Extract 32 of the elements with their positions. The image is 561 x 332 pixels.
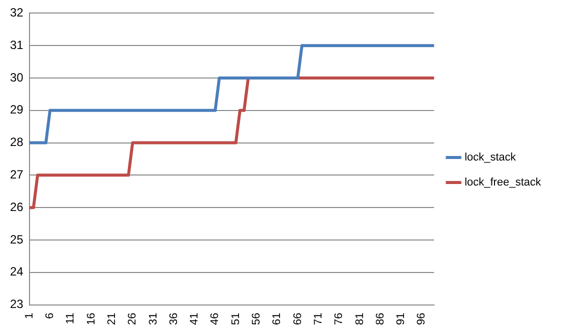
y-tick-label: 30 [10,70,24,84]
y-tick-label: 27 [10,167,24,182]
legend-label: lock_free_stack [464,176,542,189]
x-tick-label: 76 [333,312,346,326]
x-tick-label: 41 [188,312,201,326]
x-tick-label: 86 [374,312,386,326]
x-tick-label: 31 [147,312,160,326]
y-tick-label: 24 [10,264,24,279]
x-tick-label: 61 [271,312,284,326]
y-tick-label: 25 [10,232,24,246]
x-tick-label: 6 [44,312,56,319]
x-tick-label: 1 [23,312,36,319]
y-tick-label: 29 [10,102,24,117]
y-tick-label: 26 [10,200,24,214]
y-tick-label: 23 [10,297,24,312]
y-tick-label: 31 [10,38,24,52]
x-tick-label: 36 [168,312,180,326]
x-tick-label: 96 [416,312,428,326]
x-tick-label: 51 [230,312,242,326]
x-tick-label: 16 [85,312,98,326]
x-tick-label: 91 [395,312,408,326]
x-tick-label: 26 [126,312,139,326]
x-tick-label: 66 [292,312,304,326]
y-tick-label: 32 [10,6,24,20]
y-tick-label: 28 [10,135,24,150]
x-tick-label: 21 [106,312,118,326]
x-tick-label: 56 [250,312,263,326]
x-tick-label: 81 [354,312,366,326]
x-tick-label: 71 [312,312,324,326]
x-tick-label: 11 [64,312,77,324]
legend-label: lock_stack [464,152,516,164]
x-tick-label: 46 [209,312,222,326]
